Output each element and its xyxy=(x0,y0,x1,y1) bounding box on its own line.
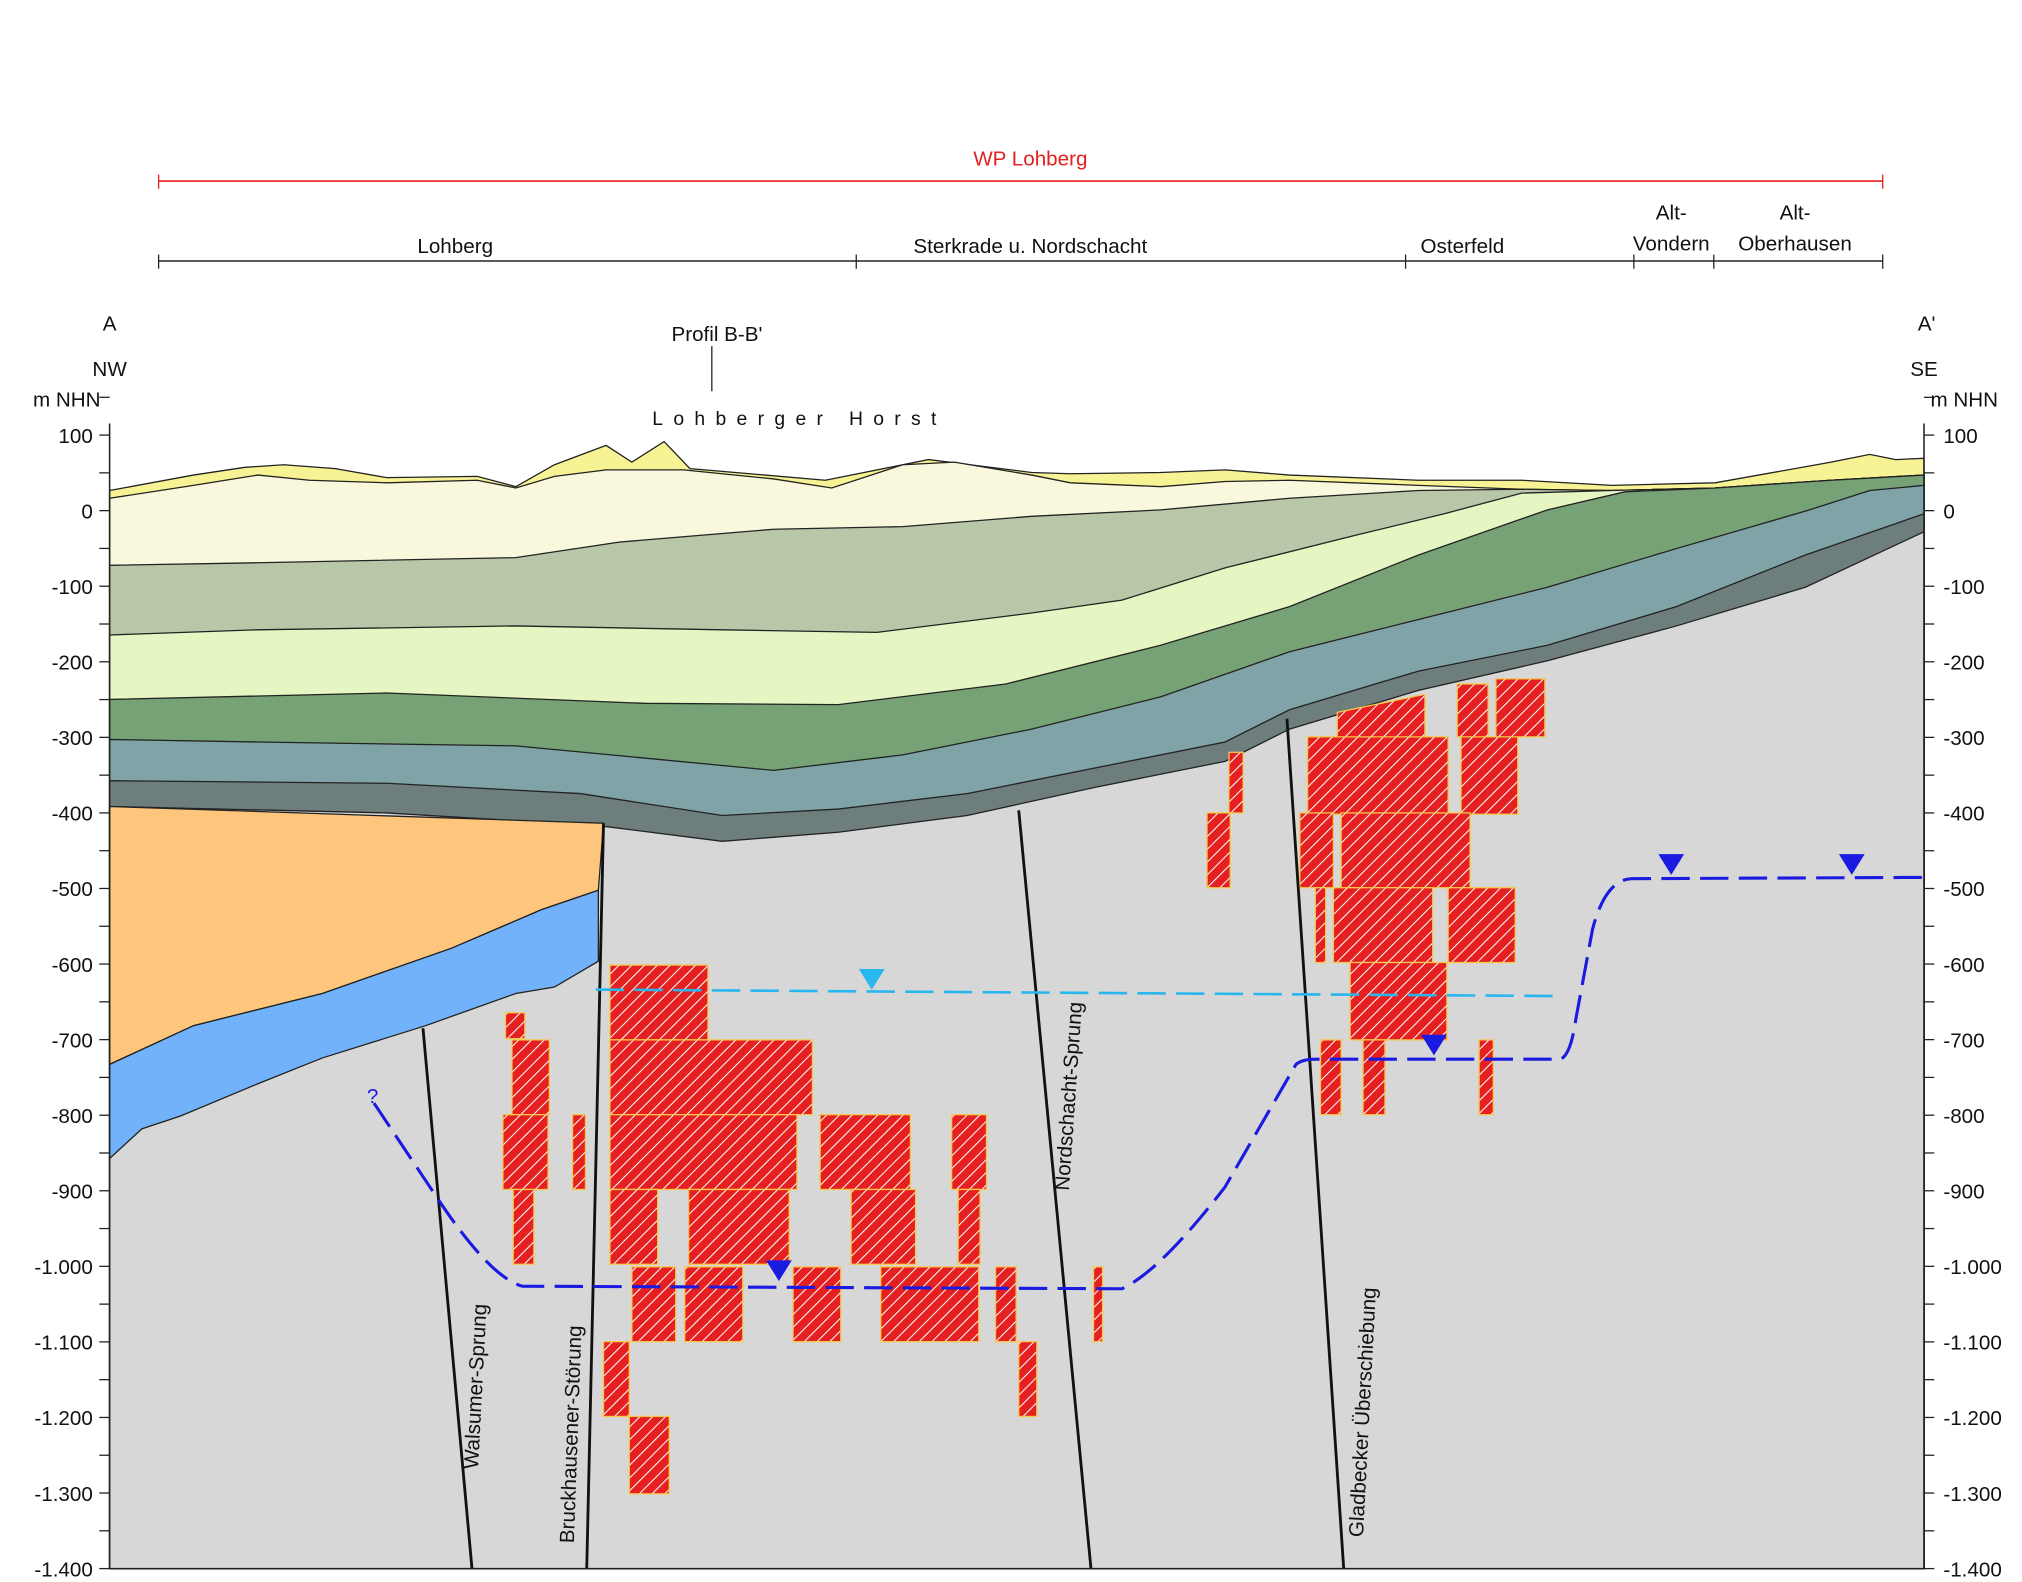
mining-field xyxy=(573,1115,586,1190)
y-tick-label: -900 xyxy=(52,1180,93,1203)
section-label: Alt- xyxy=(1656,202,1687,225)
profile-end: A' xyxy=(1918,313,1936,336)
section-label: Vondern xyxy=(1633,233,1710,256)
y-tick-label: 100 xyxy=(1943,425,1977,448)
body: WP Lohberg A NW A' SE m NHN m NHN Profil… xyxy=(0,0,2022,1582)
mining-field xyxy=(881,1267,979,1342)
y-tick-label: -1.000 xyxy=(1943,1256,2001,1279)
y-tick-label: -1.400 xyxy=(1943,1558,2001,1581)
mining-field xyxy=(1341,813,1470,888)
y-tick-label: -1.400 xyxy=(34,1558,92,1581)
mining-field xyxy=(1019,1342,1037,1417)
y-tick-label: -900 xyxy=(1943,1180,1984,1203)
layers xyxy=(110,442,1924,1569)
mining-field xyxy=(1448,888,1515,963)
mining-field xyxy=(1479,1040,1493,1115)
mining-field xyxy=(793,1267,841,1342)
mining-field xyxy=(632,1267,676,1342)
y-tick-label: 0 xyxy=(1943,500,1954,523)
unit-left: m NHN xyxy=(33,389,101,412)
mining-field xyxy=(629,1416,669,1493)
y-tick-label: -500 xyxy=(1943,878,1984,901)
y-tick-label: -300 xyxy=(1943,727,1984,750)
section-label: Lohberg xyxy=(417,235,493,258)
y-tick-label: -1.300 xyxy=(34,1483,92,1506)
mining-field xyxy=(1496,679,1545,737)
mining-field xyxy=(1457,684,1488,737)
y-tick-label: -600 xyxy=(1943,954,1984,977)
unit-right: m NHN xyxy=(1930,389,1998,412)
mining-field xyxy=(1333,888,1432,963)
title: WP Lohberg xyxy=(973,148,1087,171)
y-tick-label: 0 xyxy=(81,500,92,523)
mining-field xyxy=(610,1115,797,1190)
y-tick-label: -500 xyxy=(52,878,93,901)
section-label: Sterkrade u. Nordschacht xyxy=(913,235,1147,258)
mining-field xyxy=(1300,813,1334,888)
mining-field xyxy=(1229,752,1243,813)
y-tick-label: -1.100 xyxy=(34,1332,92,1355)
y-tick-label: -700 xyxy=(1943,1029,1984,1052)
mining-field xyxy=(1350,963,1447,1040)
y-tick-label: -200 xyxy=(52,652,93,675)
mining-field xyxy=(820,1115,910,1190)
y-tick-label: -100 xyxy=(52,576,93,599)
mining-field xyxy=(513,1189,534,1264)
section-label: Osterfeld xyxy=(1420,235,1504,258)
structure-label: Lohberger Horst xyxy=(652,408,946,430)
y-tick-label: -1.200 xyxy=(1943,1407,2001,1430)
y-tick-label: -800 xyxy=(1943,1105,1984,1128)
y-tick-label: -200 xyxy=(1943,652,1984,675)
mining-field xyxy=(610,965,708,1040)
mining-field xyxy=(1320,1040,1341,1115)
y-tick-label: -700 xyxy=(52,1029,93,1052)
cross-section: WP Lohberg A NW A' SE m NHN m NHN Profil… xyxy=(0,0,2022,1582)
mining-field xyxy=(996,1267,1017,1342)
mining-field xyxy=(958,1189,980,1264)
mining-field xyxy=(503,1115,548,1190)
mining-field xyxy=(610,1040,812,1115)
section-label: Oberhausen xyxy=(1738,233,1852,256)
mining-field xyxy=(685,1267,743,1342)
mining-field xyxy=(952,1115,987,1190)
y-tick-label: -1.000 xyxy=(34,1256,92,1279)
page: Geologischer Schnitt A-A' {"header":{"ti… xyxy=(0,0,2022,1582)
profile-start: A xyxy=(103,313,117,336)
y-tick-label: -400 xyxy=(52,803,93,826)
y-tick-label: -300 xyxy=(52,727,93,750)
section-label: Alt- xyxy=(1780,202,1811,225)
mining-field xyxy=(1315,888,1325,963)
mining-field xyxy=(1207,813,1230,888)
mining-field xyxy=(610,1189,658,1264)
y-tick-label: -1.200 xyxy=(34,1407,92,1430)
y-tick-label: -1.100 xyxy=(1943,1332,2001,1355)
direction-left: NW xyxy=(92,358,127,381)
profile-crossing: Profil B-B' xyxy=(671,323,762,346)
mining-field xyxy=(689,1189,790,1264)
y-tick-label: 100 xyxy=(58,425,92,448)
mining-field xyxy=(1461,737,1518,814)
mining-field xyxy=(604,1342,630,1417)
mining-field xyxy=(1363,1040,1385,1115)
y-tick-label: -1.300 xyxy=(1943,1483,2001,1506)
y-tick-label: -400 xyxy=(1943,803,1984,826)
question-mark: ? xyxy=(367,1085,378,1108)
mining-field xyxy=(1094,1267,1103,1342)
y-tick-label: -100 xyxy=(1943,576,1984,599)
mining-field xyxy=(851,1189,915,1264)
mining-field xyxy=(1308,737,1449,814)
mining-field xyxy=(512,1040,549,1115)
y-tick-label: -600 xyxy=(52,954,93,977)
y-tick-label: -800 xyxy=(52,1105,93,1128)
direction-right: SE xyxy=(1910,358,1938,381)
mining-field xyxy=(506,1013,525,1039)
